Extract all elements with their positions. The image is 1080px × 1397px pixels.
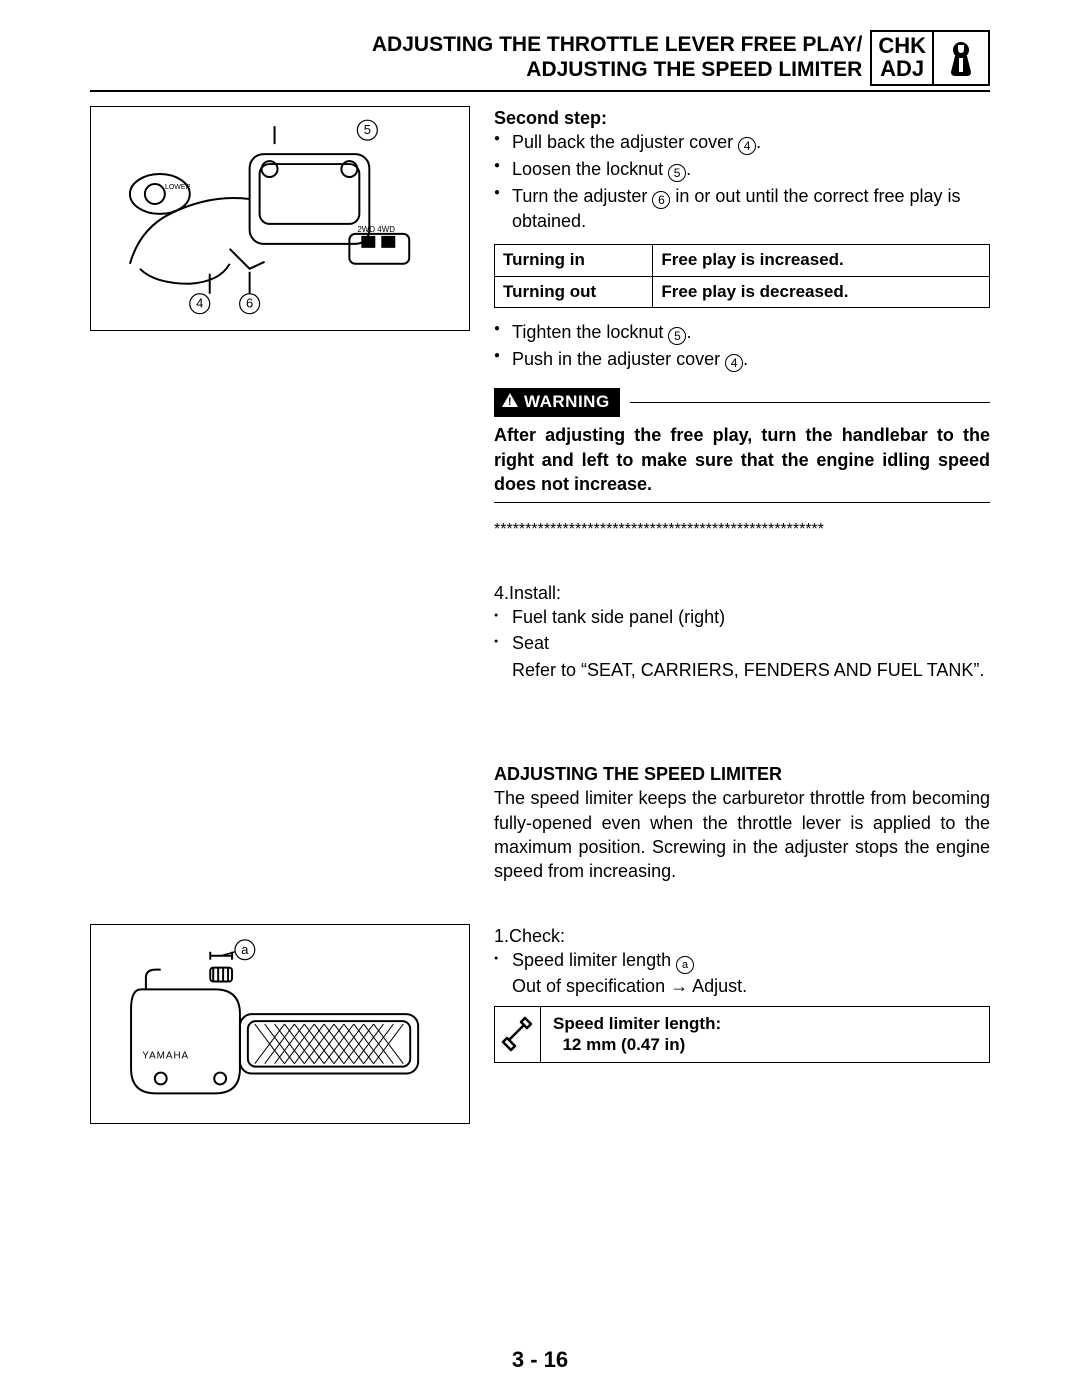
svg-text:4: 4 [197,295,204,310]
spec-text: Speed limiter length: 12 mm (0.47 in) [541,1007,733,1062]
install-sub: Refer to “SEAT, CARRIERS, FENDERS AND FU… [512,658,990,682]
check-label: Check: [509,926,565,946]
warning-rule [630,402,990,403]
list-item: Loosen the locknut 5. [494,157,990,182]
table-cell: Free play is decreased. [653,276,990,308]
check-sub: Out of specification → Adjust. [512,974,990,998]
list-item: Tighten the locknut 5. [494,320,990,345]
content-row-1: 2WD 4WD 5 4 6 LOWER [90,106,990,884]
freeplay-table: Turning in Free play is increased. Turni… [494,244,990,309]
title-line1: ADJUSTING THE THROTTLE LEVER FREE PLAY/ [372,33,862,56]
warning-body: After adjusting the free play, turn the … [494,423,990,496]
check-list: Speed limiter length a Out of specificat… [494,948,990,998]
star-separator: ****************************************… [494,519,990,541]
second-step-heading: Second step: [494,106,990,130]
chk-adj-badge: CHK ADJ [870,30,934,86]
speed-limiter-para: The speed limiter keeps the carburetor t… [494,786,990,883]
svg-text:a: a [242,941,250,956]
install-label: Install: [509,583,561,603]
warning-label: ! WARNING [494,388,620,417]
wrench-small-icon [495,1007,541,1062]
header-rule [90,90,990,92]
svg-text:6: 6 [246,295,253,310]
page-title: ADJUSTING THE THROTTLE LEVER FREE PLAY/ … [372,32,862,82]
install-list: Fuel tank side panel (right) Seat Refer … [494,605,990,682]
check-line: 1.Check: [494,924,990,948]
table-cell: Turning in [495,244,653,276]
warning-icon: ! [502,391,518,414]
table-row: Turning in Free play is increased. [495,244,990,276]
list-item: Turn the adjuster 6 in or out until the … [494,184,990,233]
content-row-2: a YAMAHA 1.Check: Speed limiter length a… [90,924,990,1140]
list-item: Speed limiter length a Out of specificat… [494,948,990,998]
figure-throttle-lever: 2WD 4WD 5 4 6 LOWER [90,106,470,331]
list-item: Fuel tank side panel (right) [494,605,990,629]
list-item: Pull back the adjuster cover 4. [494,130,990,155]
page-number: 3 - 16 [0,1347,1080,1373]
chk-label: CHK [878,33,926,58]
svg-text:!: ! [508,396,512,407]
table-cell: Turning out [495,276,653,308]
spec-box: Speed limiter length: 12 mm (0.47 in) [494,1006,990,1063]
svg-text:LOWER: LOWER [165,184,191,191]
figure-1-col: 2WD 4WD 5 4 6 LOWER [90,106,470,347]
table-row: Turning out Free play is decreased. [495,276,990,308]
speed-limiter-section: ADJUSTING THE SPEED LIMITER The speed li… [494,762,990,883]
spec-value: 12 mm (0.47 in) [562,1035,685,1054]
figure-throttle-grip: a YAMAHA [90,924,470,1124]
second-step-list: Pull back the adjuster cover 4. Loosen t… [494,130,990,233]
figure-2-col: a YAMAHA [90,924,470,1140]
install-section: 4.Install: Fuel tank side panel (right) … [494,581,990,682]
svg-text:2WD 4WD: 2WD 4WD [358,224,396,233]
check-num: 1. [494,926,509,946]
adj-label: ADJ [880,56,924,81]
title-line2: ADJUSTING THE SPEED LIMITER [526,58,862,81]
svg-text:5: 5 [364,122,371,137]
page-header: ADJUSTING THE THROTTLE LEVER FREE PLAY/ … [150,30,990,86]
second-step-section: Second step: Pull back the adjuster cove… [494,106,990,884]
second-step-after-list: Tighten the locknut 5. Push in the adjus… [494,320,990,372]
speed-limiter-heading: ADJUSTING THE SPEED LIMITER [494,762,990,786]
install-num: 4. [494,583,509,603]
check-section: 1.Check: Speed limiter length a Out of s… [494,924,990,1063]
warning-text-label: WARNING [524,391,610,414]
svg-text:YAMAHA: YAMAHA [143,1050,190,1061]
list-item: Seat Refer to “SEAT, CARRIERS, FENDERS A… [494,631,990,682]
wrench-icon [934,30,990,86]
warning-bar: ! WARNING [494,388,990,417]
warning-end-rule [494,502,990,503]
list-item: Push in the adjuster cover 4. [494,347,990,372]
spec-label: Speed limiter length: [553,1014,721,1033]
table-cell: Free play is increased. [653,244,990,276]
